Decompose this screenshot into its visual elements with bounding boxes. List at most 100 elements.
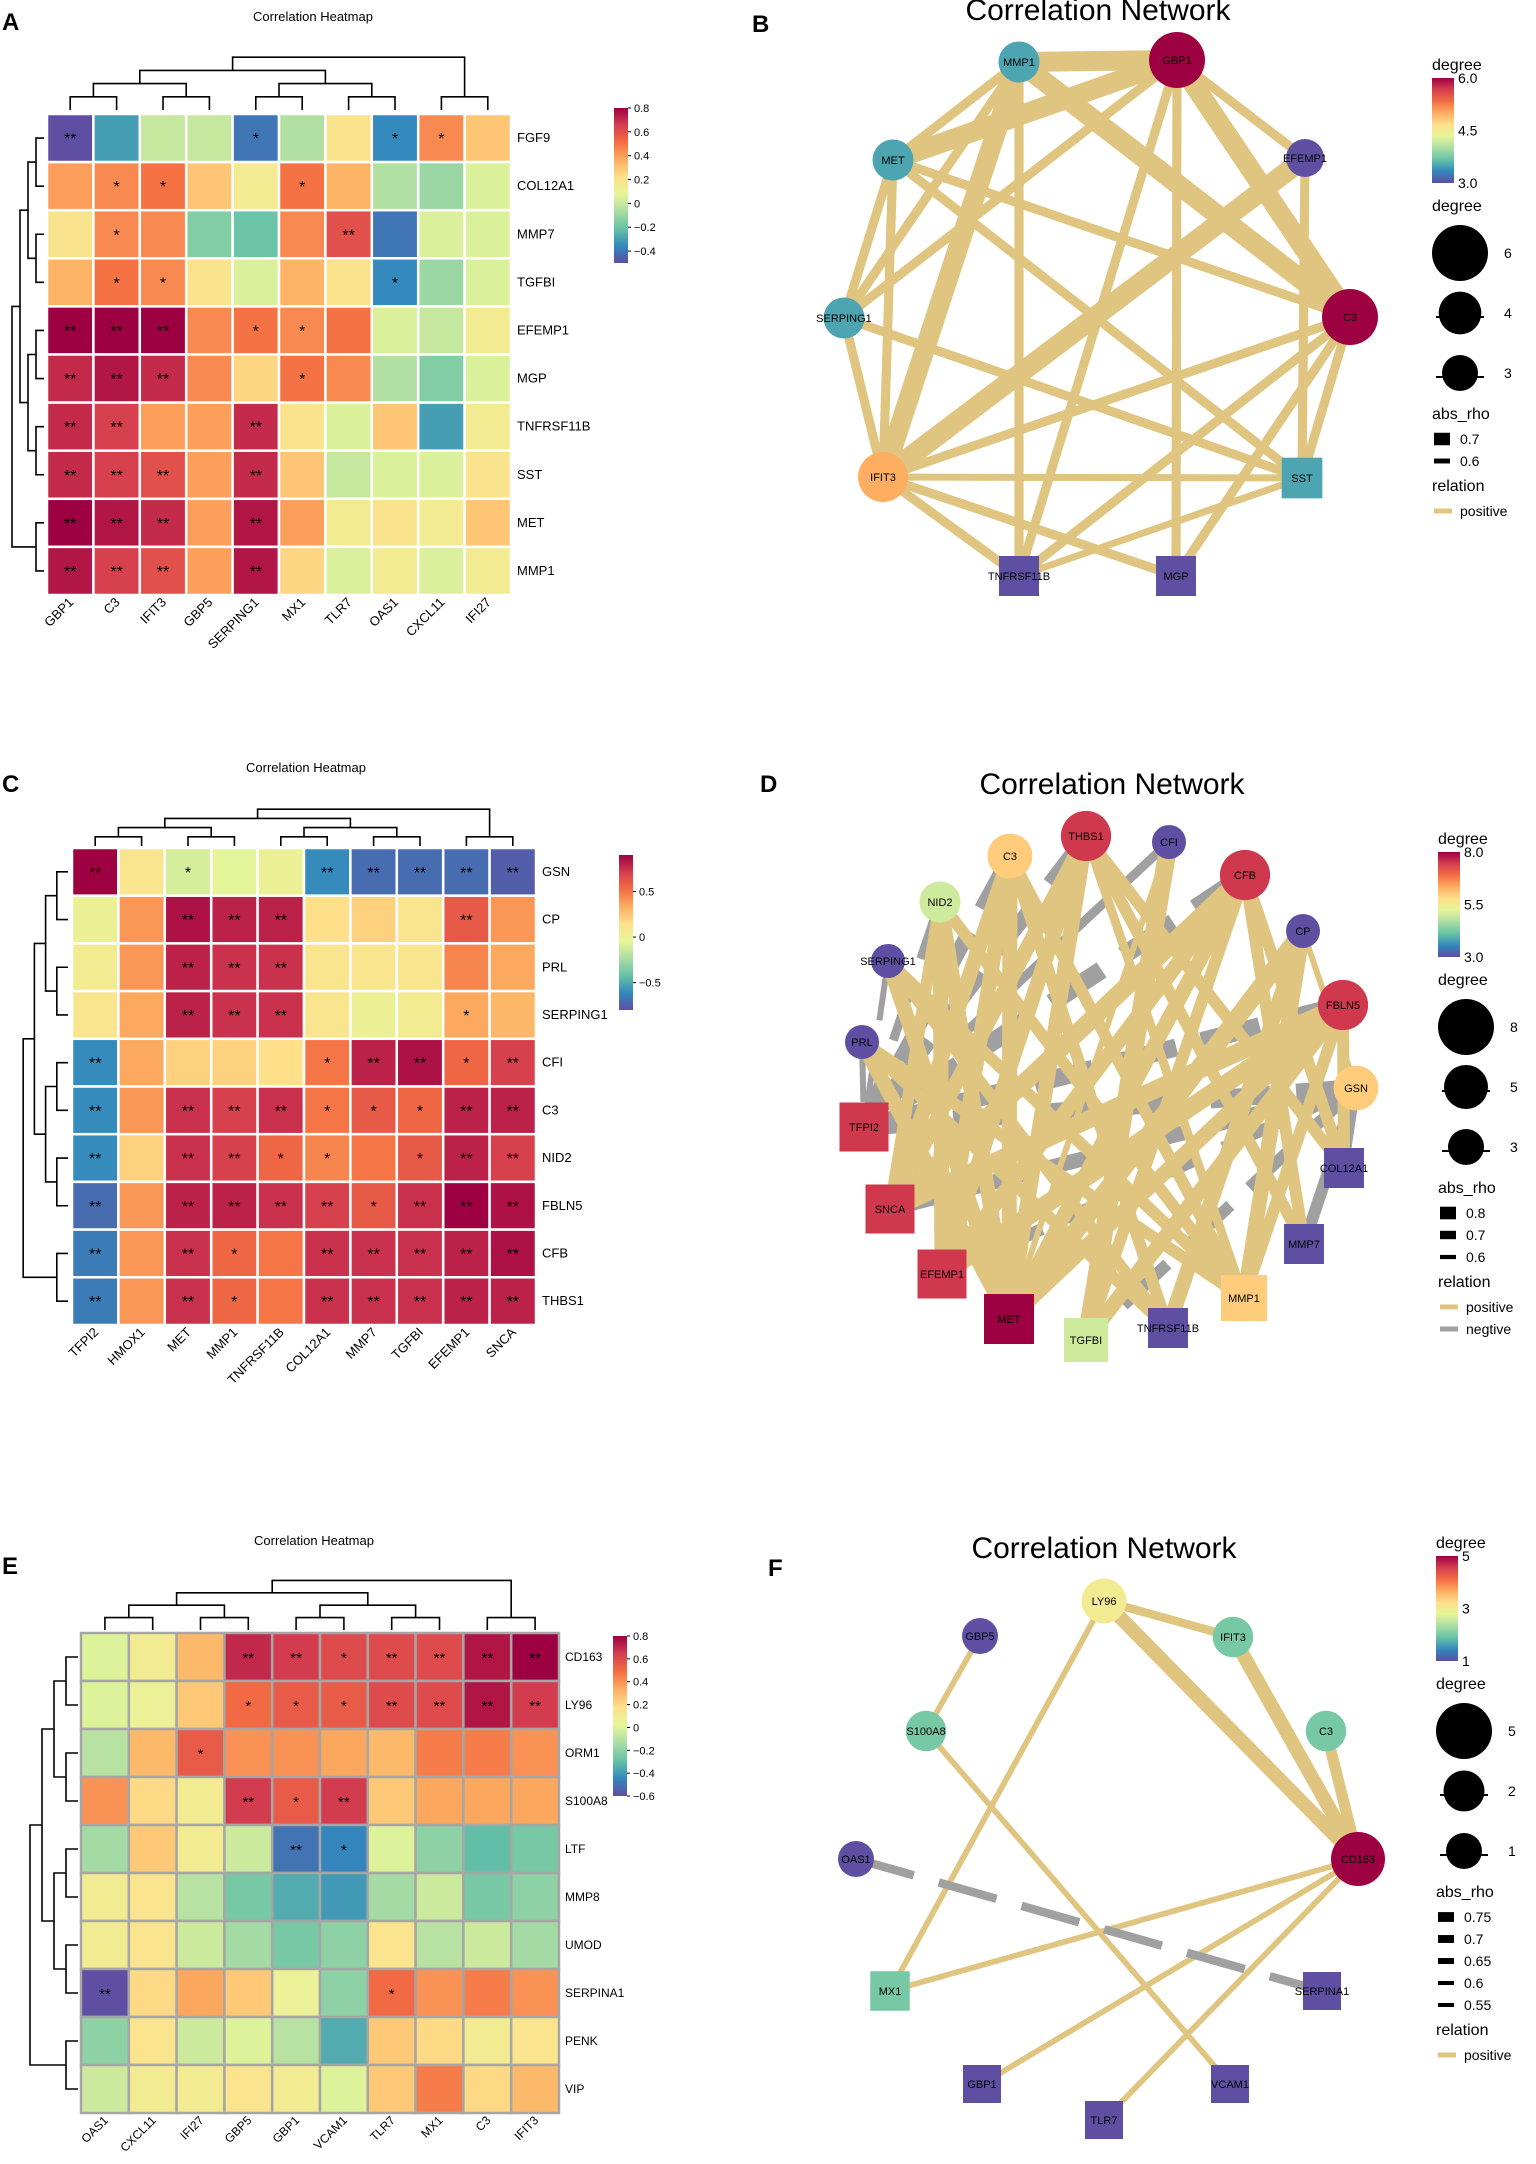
legend-width-swatch [1434,458,1450,464]
significance-mark: ** [460,1151,472,1168]
colorbar-tick-label: −0.2 [633,1745,655,1757]
heatmap-cell [349,1085,399,1136]
positive-edge [1003,999,1349,1325]
dendrogram-branch [199,1616,250,1630]
heatmap-cell [163,1228,213,1279]
significance-mark: ** [89,1151,101,1168]
network-node-circle [1322,289,1378,345]
positive-edge [1080,1000,1349,1345]
network-node-label: GSN [1344,1083,1368,1095]
legend-colorbar-tick: 3.0 [1464,949,1484,965]
network-node-label: CFB [1234,870,1256,882]
significance-mark: ** [157,516,169,533]
dendrogram-branch [27,161,36,260]
heatmap-cell [509,2063,561,2115]
heatmap-cell [209,942,259,993]
column-label: TGFBI [388,1325,426,1363]
legend-colorbar-tick: 8.0 [1464,844,1484,860]
column-label: VCAM1 [311,2113,350,2152]
dendrogram-branch [11,305,36,548]
network-node-circle [1331,1832,1385,1886]
heatmap-cell [127,2015,178,2067]
positive-edge [1017,474,1304,580]
network-node-circle [1081,1578,1127,1624]
significance-mark: ** [275,1008,287,1025]
row-label: GSN [542,864,570,879]
heatmap-cell [488,942,538,993]
network-node-label: SERPINA1 [1295,1986,1349,1998]
positive-edge [873,58,1029,481]
significance-mark: ** [89,1294,101,1311]
legend-title-relation: relation [1438,1274,1490,1291]
heatmap-cell [231,353,281,404]
legend-size-label: 5 [1510,1079,1518,1095]
legend-width-swatch [1438,1980,1454,1986]
significance-mark: * [324,1103,330,1120]
heatmap-cell [488,1228,538,1279]
significance-mark: ** [182,1246,194,1263]
positive-edge [882,473,1303,482]
dendrogram-branch [175,1592,369,1606]
legend-size-label: 6 [1504,245,1512,261]
significance-mark: * [463,1008,469,1025]
heatmap-cell [318,2063,370,2115]
positive-edge [1226,1633,1365,1863]
legend-width-swatch [1438,1912,1454,1922]
heatmap-cell [370,305,420,356]
heatmap-cell [231,160,281,212]
significance-mark: * [160,275,166,292]
positive-edge [886,996,1347,1218]
heatmap-cell [416,353,466,404]
colorbar-tick-label: 0.8 [634,103,649,115]
network-node-circle [1149,32,1205,88]
network-node-square [1281,457,1323,499]
heatmap-cell [117,1276,167,1327]
significance-mark: ** [367,1246,379,1263]
legend-width-swatch [1438,1958,1454,1964]
legend-width-swatch [1440,1206,1456,1220]
network-node-circle [1333,1065,1379,1111]
heatmap-cell [349,894,399,945]
heatmap-cell [302,1085,352,1136]
heatmap-cell [414,2063,465,2115]
heatmap-title: Correlation Heatmap [253,9,373,24]
legend-width-label: 0.7 [1460,431,1480,447]
heatmap-cell [231,545,281,597]
significance-mark: * [299,323,305,340]
heatmap-cell [175,2015,226,2067]
row-label: UMOD [565,1938,602,1952]
heatmap-cell [163,989,213,1041]
legend-width-label: 0.6 [1460,453,1480,469]
heatmap-cell [175,1775,226,1827]
row-label: C3 [542,1102,559,1117]
heatmap-cell [117,989,167,1041]
heatmap-cell [277,497,327,549]
network-node-label: MMP1 [1003,57,1035,69]
significance-mark: ** [434,1698,446,1715]
significance-mark: ** [228,1008,240,1025]
legend-colorbar-tick: 4.5 [1458,123,1478,139]
heatmap-cell [184,497,234,549]
heatmap-cell [416,449,466,501]
significance-mark: * [113,227,119,244]
heatmap-cell [163,1132,213,1184]
column-label: MMP7 [343,1325,380,1362]
positive-edge [1001,834,1094,1321]
colorbar-tick-label: −0.4 [634,246,656,258]
network-node-label: MMP7 [1288,1239,1320,1251]
network-node-square [984,1294,1034,1344]
heatmap-cell [223,2063,274,2115]
heatmap-cell [366,1871,417,1923]
significance-mark: ** [275,1103,287,1120]
heatmap-cell [395,942,445,993]
significance-mark: ** [386,1650,398,1667]
significance-mark: * [245,1698,251,1715]
legend-width-swatch [1440,1230,1456,1240]
dendrogram-branch [139,69,327,84]
heatmap-cell [416,208,466,260]
significance-mark: * [370,1199,376,1216]
row-label: MMP7 [517,226,555,241]
legend-colorbar-tick: 5.5 [1464,897,1484,913]
heatmap-cell [231,305,281,356]
row-label: VIP [565,2082,584,2096]
